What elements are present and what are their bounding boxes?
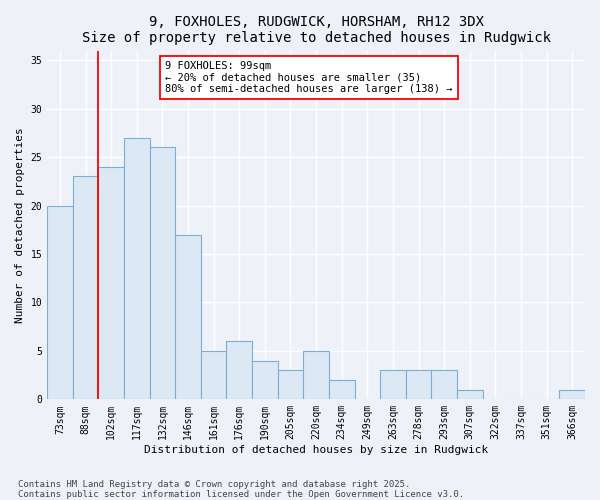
Bar [47, 206, 73, 400]
Bar [124, 138, 149, 400]
Title: 9, FOXHOLES, RUDGWICK, HORSHAM, RH12 3DX
Size of property relative to detached h: 9, FOXHOLES, RUDGWICK, HORSHAM, RH12 3DX… [82, 15, 551, 45]
Bar [329, 380, 355, 400]
Y-axis label: Number of detached properties: Number of detached properties [15, 127, 25, 323]
Bar [457, 390, 482, 400]
Bar [431, 370, 457, 400]
Bar [559, 390, 585, 400]
Bar [201, 351, 226, 400]
Text: Contains HM Land Registry data © Crown copyright and database right 2025.
Contai: Contains HM Land Registry data © Crown c… [18, 480, 464, 499]
Bar [252, 360, 278, 400]
Bar [406, 370, 431, 400]
Bar [226, 341, 252, 400]
Bar [73, 176, 98, 400]
Bar [98, 167, 124, 400]
Bar [303, 351, 329, 400]
Bar [380, 370, 406, 400]
Bar [149, 148, 175, 400]
X-axis label: Distribution of detached houses by size in Rudgwick: Distribution of detached houses by size … [144, 445, 488, 455]
Text: 9 FOXHOLES: 99sqm
← 20% of detached houses are smaller (35)
80% of semi-detached: 9 FOXHOLES: 99sqm ← 20% of detached hous… [166, 61, 453, 94]
Bar [278, 370, 303, 400]
Bar [175, 234, 201, 400]
